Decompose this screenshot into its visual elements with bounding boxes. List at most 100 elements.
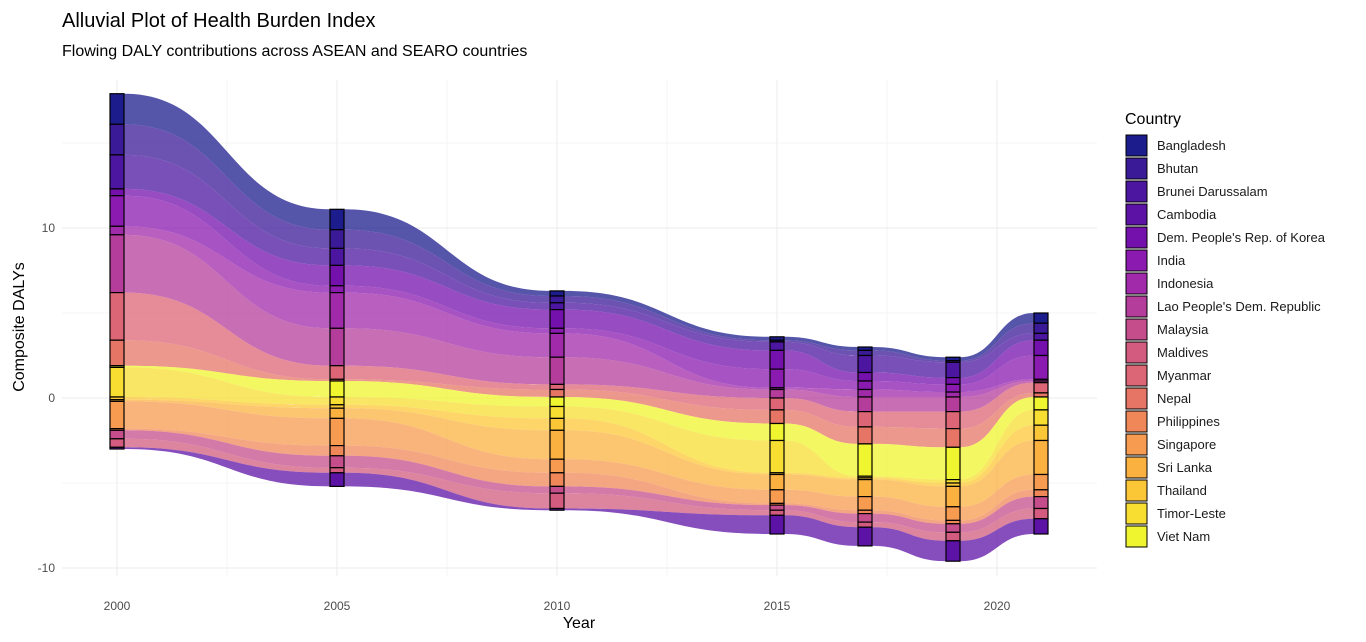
stratum-2010	[549, 295, 565, 304]
flow-malaysia	[344, 455, 550, 494]
flow-timor-leste	[960, 409, 1034, 483]
x-axis-ticks: 2000 2005 2010 2015 2020	[104, 599, 1011, 613]
flow-nepal	[344, 379, 550, 397]
flow-philippines	[872, 510, 946, 524]
flow-malaysia	[564, 486, 770, 511]
flow-maldives	[344, 467, 550, 509]
stratum-2019	[945, 506, 961, 521]
flow-thailand	[124, 396, 330, 409]
y-tick-label: 10	[42, 221, 56, 235]
stratum-2015	[769, 341, 785, 351]
flow-singapore	[564, 459, 770, 504]
flow-singapore	[872, 496, 946, 521]
stratum-2005	[329, 445, 345, 457]
flow-bhutan	[784, 340, 858, 356]
flow-india	[124, 195, 330, 293]
flow-india	[960, 355, 1034, 393]
flow-philippines	[564, 472, 770, 506]
flow-sri-lanka	[564, 430, 770, 490]
stratum-2015	[769, 473, 785, 491]
legend-key	[1125, 525, 1148, 548]
flow-bhutan	[872, 350, 946, 363]
flow-indonesia	[564, 333, 770, 390]
flow-bangladesh	[564, 290, 770, 341]
y-tick-label: 0	[48, 391, 55, 405]
flow-bhutan	[124, 124, 330, 249]
flow-indonesia	[784, 387, 858, 397]
stratum-2000	[109, 339, 125, 367]
stratum-2021	[1033, 396, 1049, 411]
stratum-2015	[769, 349, 785, 370]
stratum-2005	[329, 396, 345, 406]
stratum-2005	[329, 229, 345, 249]
flow-cambodia	[344, 472, 550, 511]
stratum-2017	[857, 396, 873, 413]
flow-sri-lanka	[124, 399, 330, 419]
stratum-2019	[945, 446, 961, 481]
stratum-2005	[329, 208, 345, 231]
stratum-2017	[857, 479, 873, 498]
stratum-2017	[857, 349, 873, 357]
flow-brunei-darussalam	[872, 355, 946, 378]
flow-viet-nam	[564, 396, 770, 441]
flow-timor-leste	[344, 396, 550, 419]
stratum-2005	[329, 292, 345, 329]
legend-label: Sri Lanka	[1157, 460, 1213, 475]
flow-timor-leste	[564, 406, 770, 473]
legend-label: Dem. People's Rep. of Korea	[1157, 230, 1326, 245]
flow-bangladesh	[872, 347, 946, 361]
stratum-2010	[549, 472, 565, 487]
legend-title: Country	[1125, 111, 1181, 128]
flow-lao-people-s-dem-republic	[872, 396, 946, 412]
legend-label: Brunei Darussalam	[1157, 184, 1268, 199]
stratum-2005	[329, 467, 345, 474]
stratum-2010	[549, 332, 565, 358]
flow-malaysia	[872, 513, 946, 533]
stratum-2010	[549, 485, 565, 494]
stratum-2000	[109, 446, 125, 450]
x-tick-label: 2005	[324, 599, 351, 613]
stratum-2000	[109, 188, 125, 197]
stratum-2021	[1033, 439, 1049, 476]
legend-key	[1125, 341, 1148, 364]
flow-viet-nam	[872, 443, 946, 480]
stratum-2021	[1033, 473, 1049, 491]
flow-bangladesh	[960, 313, 1034, 361]
flow-brunei-darussalam	[344, 248, 550, 310]
flow-viet-nam	[784, 423, 858, 477]
stratum-2015	[769, 368, 785, 389]
x-tick-label: 2015	[764, 599, 791, 613]
y-axis-ticks: -10 0 10	[38, 221, 56, 575]
flow-cambodia	[872, 527, 946, 562]
stratum-2000	[109, 154, 125, 190]
stratum-2021	[1033, 392, 1049, 398]
legend-key	[1125, 502, 1148, 525]
stratum-2017	[857, 426, 873, 445]
stratum-2015	[769, 397, 785, 411]
stratum-2019	[945, 391, 961, 398]
stratum-2000	[109, 234, 125, 294]
x-tick-label: 2010	[544, 599, 571, 613]
stratum-2005	[329, 285, 345, 294]
flow-cambodia	[960, 518, 1034, 562]
flow-maldives	[960, 508, 1034, 541]
flow-brunei-darussalam	[124, 154, 330, 266]
flow-indonesia	[124, 226, 330, 329]
stratum-2015	[769, 422, 785, 442]
stratum-2000	[109, 93, 125, 125]
flow-bangladesh	[124, 93, 330, 230]
strata	[109, 93, 1049, 562]
flow-bangladesh	[344, 209, 550, 296]
stratum-2010	[549, 383, 565, 391]
flow-bhutan	[564, 296, 770, 342]
flow-lao-people-s-dem-republic	[344, 328, 550, 385]
flow-philippines	[344, 445, 550, 487]
legend-label: Singapore	[1157, 437, 1216, 452]
stratum-2010	[549, 388, 565, 398]
flow-lao-people-s-dem-republic	[784, 389, 858, 412]
stratum-2017	[857, 526, 873, 547]
stratum-2010	[549, 429, 565, 460]
flow-cambodia	[124, 447, 330, 487]
stratum-2010	[549, 309, 565, 329]
stratum-2019	[945, 523, 961, 533]
